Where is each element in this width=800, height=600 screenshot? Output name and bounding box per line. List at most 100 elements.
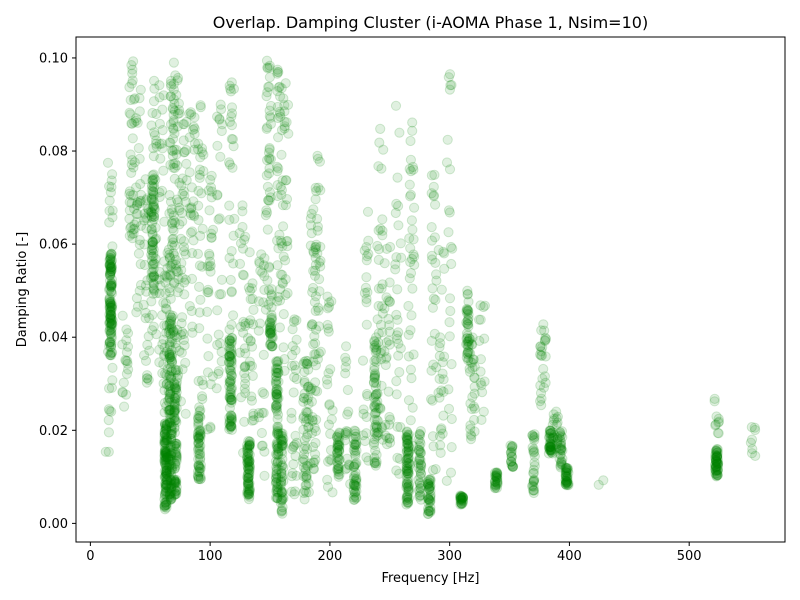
data-point <box>148 174 159 185</box>
data-point <box>105 304 116 316</box>
data-point <box>237 206 248 217</box>
data-point <box>105 310 117 321</box>
data-point <box>142 193 153 204</box>
data-point <box>167 207 178 218</box>
data-point <box>133 248 144 259</box>
data-point <box>166 448 177 459</box>
data-point <box>106 309 117 320</box>
data-point <box>105 342 117 353</box>
data-point <box>405 243 416 254</box>
data-point <box>103 404 115 415</box>
data-point <box>162 448 173 460</box>
data-point <box>148 189 159 200</box>
data-point <box>168 104 179 115</box>
data-point <box>105 264 116 275</box>
data-point <box>161 465 172 476</box>
data-point <box>536 400 547 411</box>
data-point <box>105 326 117 337</box>
data-point <box>405 364 416 375</box>
data-point <box>165 454 176 465</box>
data-point <box>169 278 180 289</box>
data-point <box>165 494 176 505</box>
data-point <box>167 258 178 269</box>
data-point <box>166 240 178 251</box>
data-point <box>226 332 238 344</box>
data-point <box>162 495 173 506</box>
data-point <box>431 269 442 280</box>
data-point <box>131 208 142 220</box>
data-point <box>146 180 158 191</box>
data-point <box>443 227 454 238</box>
data-point <box>165 91 177 102</box>
data-point <box>164 341 175 352</box>
data-point <box>129 203 140 214</box>
data-point <box>148 194 159 205</box>
data-point <box>161 486 172 497</box>
data-point <box>167 133 179 144</box>
data-point <box>106 281 117 292</box>
data-point <box>167 103 178 114</box>
data-point <box>126 222 137 233</box>
data-point <box>554 431 565 442</box>
data-point <box>148 151 159 162</box>
data-point <box>290 430 301 441</box>
data-point <box>379 258 390 269</box>
data-point <box>224 350 235 361</box>
data-point <box>150 253 161 264</box>
data-point <box>105 262 117 273</box>
data-point <box>165 459 176 470</box>
data-point <box>134 153 145 164</box>
data-point <box>362 287 373 298</box>
data-point <box>146 255 158 266</box>
data-point <box>104 337 116 348</box>
data-point <box>186 273 198 284</box>
data-point <box>105 322 116 333</box>
data-point <box>124 82 135 93</box>
data-point <box>430 294 441 306</box>
data-point <box>144 345 155 356</box>
data-point <box>105 279 117 290</box>
data-point <box>551 406 562 417</box>
data-point <box>160 449 172 460</box>
data-point <box>129 117 140 128</box>
data-point <box>184 301 195 312</box>
data-point <box>161 423 172 434</box>
data-point <box>164 405 175 416</box>
data-point <box>467 391 478 403</box>
data-point <box>404 459 416 470</box>
data-point <box>343 406 354 417</box>
data-point <box>165 293 176 304</box>
data-point <box>127 64 138 75</box>
data-point <box>426 235 438 246</box>
data-point <box>169 489 180 500</box>
data-point <box>166 479 177 490</box>
data-point <box>165 429 176 440</box>
data-point <box>159 407 170 418</box>
data-point <box>135 84 146 95</box>
data-point <box>299 356 310 367</box>
data-point <box>139 215 150 226</box>
data-point <box>118 377 129 388</box>
data-point <box>164 353 175 364</box>
data-point <box>165 78 176 89</box>
data-point <box>144 313 155 324</box>
data-point <box>128 94 140 105</box>
data-point <box>314 156 325 167</box>
data-point <box>281 194 293 205</box>
data-point <box>104 309 115 320</box>
data-point <box>160 480 171 491</box>
data-point <box>166 421 177 432</box>
data-point <box>161 502 172 513</box>
data-point <box>161 424 172 436</box>
data-point <box>140 174 151 185</box>
data-point <box>257 440 268 451</box>
data-point <box>172 72 184 84</box>
data-point <box>165 442 176 453</box>
data-point <box>391 389 402 400</box>
data-point <box>226 286 237 297</box>
data-point <box>166 450 177 461</box>
data-point <box>373 161 384 172</box>
data-point <box>234 228 245 239</box>
data-point <box>105 313 116 324</box>
data-point <box>395 238 406 249</box>
